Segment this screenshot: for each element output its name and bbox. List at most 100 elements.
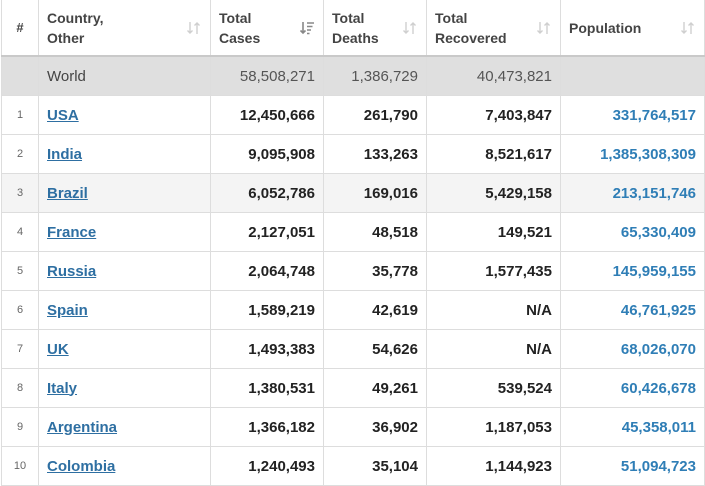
total-cases-cell: 1,589,219 [210, 290, 324, 330]
row-number: 6 [1, 290, 39, 330]
population-cell: 65,330,409 [560, 212, 705, 252]
country-cell: Russia [38, 251, 211, 291]
total-deaths-cell: 48,518 [323, 212, 427, 252]
world-total-recovered: 40,473,821 [426, 55, 561, 96]
world-population [560, 55, 705, 96]
population-cell: 45,358,011 [560, 407, 705, 447]
row-number: 10 [1, 446, 39, 486]
country-link[interactable]: Spain [47, 301, 88, 319]
total-recovered-cell: 149,521 [426, 212, 561, 252]
total-cases-cell: 12,450,666 [210, 95, 324, 135]
country-cell: USA [38, 95, 211, 135]
total-cases-cell: 9,095,908 [210, 134, 324, 174]
header-total-recovered[interactable]: Total Recovered [426, 0, 561, 57]
population-cell: 68,026,070 [560, 329, 705, 369]
row-number: 8 [1, 368, 39, 408]
total-recovered-cell: 1,577,435 [426, 251, 561, 291]
country-link[interactable]: France [47, 223, 97, 241]
total-cases-cell: 1,380,531 [210, 368, 324, 408]
table-row[interactable]: 6 Spain 1,589,219 42,619 N/A 46,761,925 [1, 290, 705, 330]
header-total-cases[interactable]: Total Cases [210, 0, 324, 57]
total-recovered-cell: N/A [426, 329, 561, 369]
country-link[interactable]: USA [47, 106, 79, 124]
country-link[interactable]: Italy [47, 379, 78, 397]
total-deaths-cell: 49,261 [323, 368, 427, 408]
population-cell: 213,151,746 [560, 173, 705, 213]
country-cell: Italy [38, 368, 211, 408]
table-row[interactable]: 9 Argentina 1,366,182 36,902 1,187,053 45,358… [1, 407, 705, 447]
header-num: # [1, 0, 39, 57]
country-cell: Colombia [38, 446, 211, 486]
total-cases-cell: 1,240,493 [210, 446, 324, 486]
total-cases-cell: 2,064,748 [210, 251, 324, 291]
population-cell: 331,764,517 [560, 95, 705, 135]
total-cases-cell: 1,493,383 [210, 329, 324, 369]
country-cell: Spain [38, 290, 211, 330]
header-total-deaths-label: Total Deaths [332, 9, 379, 46]
total-recovered-cell: 1,187,053 [426, 407, 561, 447]
table-row[interactable]: 7 UK 1,493,383 54,626 N/A 68,026,070 [1, 329, 705, 369]
country-cell: Argentina [38, 407, 211, 447]
total-deaths-cell: 169,016 [323, 173, 427, 213]
row-number: 9 [1, 407, 39, 447]
row-number: 1 [1, 95, 39, 135]
header-row: # Country, Other Total Cases Total Deaths [1, 0, 705, 57]
row-number: 7 [1, 329, 39, 369]
country-link[interactable]: Brazil [47, 184, 88, 202]
world-total-deaths: 1,386,729 [323, 55, 427, 96]
total-recovered-cell: 1,144,923 [426, 446, 561, 486]
world-total-row: World 58,508,271 1,386,729 40,473,821 [1, 55, 705, 96]
population-cell: 1,385,308,309 [560, 134, 705, 174]
table-row[interactable]: 4 France 2,127,051 48,518 149,521 65,330,409 [1, 212, 705, 252]
sort-descending-icon[interactable] [299, 20, 315, 36]
header-total-recovered-label: Total Recovered [435, 9, 507, 46]
header-total-cases-label: Total Cases [219, 9, 261, 46]
total-recovered-cell: 5,429,158 [426, 173, 561, 213]
world-num-cell [1, 55, 39, 96]
country-link[interactable]: Russia [47, 262, 97, 280]
total-deaths-cell: 54,626 [323, 329, 427, 369]
sort-arrows-icon[interactable] [186, 20, 202, 36]
total-cases-cell: 6,052,786 [210, 173, 324, 213]
total-recovered-cell: 539,524 [426, 368, 561, 408]
country-link[interactable]: UK [47, 340, 69, 358]
total-deaths-cell: 35,778 [323, 251, 427, 291]
population-cell: 51,094,723 [560, 446, 705, 486]
total-cases-cell: 1,366,182 [210, 407, 324, 447]
country-link[interactable]: Argentina [47, 418, 118, 436]
table-row[interactable]: 1 USA 12,450,666 261,790 7,403,847 331,764,51… [1, 95, 705, 135]
country-cell: Brazil [38, 173, 211, 213]
total-deaths-cell: 133,263 [323, 134, 427, 174]
country-cell: France [38, 212, 211, 252]
world-total-cases: 58,508,271 [210, 55, 324, 96]
row-number: 5 [1, 251, 39, 291]
table-row[interactable]: 8 Italy 1,380,531 49,261 539,524 60,426,678 [1, 368, 705, 408]
sort-arrows-icon[interactable] [536, 20, 552, 36]
row-number: 3 [1, 173, 39, 213]
population-cell: 60,426,678 [560, 368, 705, 408]
sort-arrows-icon[interactable] [680, 20, 696, 36]
country-link[interactable]: India [47, 145, 83, 163]
table-row[interactable]: 2 India 9,095,908 133,263 8,521,617 1,385,308… [1, 134, 705, 174]
total-recovered-cell: 8,521,617 [426, 134, 561, 174]
table-row[interactable]: 3 Brazil 6,052,786 169,016 5,429,158 213,151,… [1, 173, 705, 213]
total-deaths-cell: 35,104 [323, 446, 427, 486]
population-cell: 46,761,925 [560, 290, 705, 330]
total-deaths-cell: 261,790 [323, 95, 427, 135]
total-recovered-cell: 7,403,847 [426, 95, 561, 135]
header-total-deaths[interactable]: Total Deaths [323, 0, 427, 57]
country-link[interactable]: Colombia [47, 457, 116, 475]
row-number: 2 [1, 134, 39, 174]
world-label: World [38, 55, 211, 96]
header-country[interactable]: Country, Other [38, 0, 211, 57]
total-deaths-cell: 42,619 [323, 290, 427, 330]
table-header: # Country, Other Total Cases Total Deaths [1, 0, 705, 57]
row-number: 4 [1, 212, 39, 252]
table-row[interactable]: 10 Colombia 1,240,493 35,104 1,144,923 51,094… [1, 446, 705, 486]
table-row[interactable]: 5 Russia 2,064,748 35,778 1,577,435 145,959,1… [1, 251, 705, 291]
header-population[interactable]: Population [560, 0, 705, 57]
total-cases-cell: 2,127,051 [210, 212, 324, 252]
sort-arrows-icon[interactable] [402, 20, 418, 36]
